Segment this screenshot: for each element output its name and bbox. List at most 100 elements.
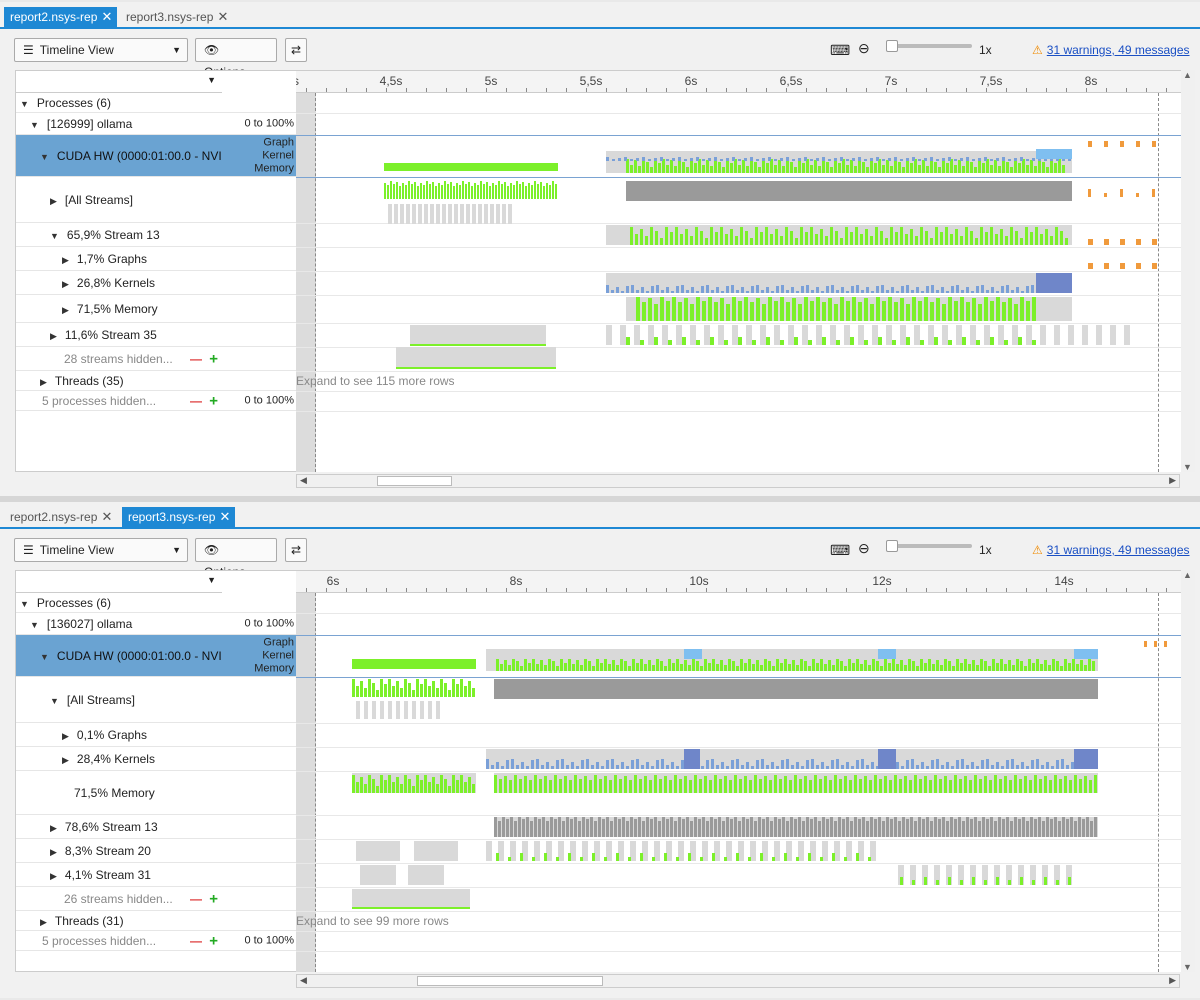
tree-row[interactable]: ▶ 26,8% Kernels xyxy=(16,271,222,295)
tab-report2[interactable]: report2.nsys-rep ✕ xyxy=(4,507,118,527)
close-icon[interactable]: ✕ xyxy=(101,509,113,524)
expand-down-icon[interactable]: ▼ xyxy=(20,598,29,609)
scroll-down-icon[interactable]: ▼ xyxy=(1183,462,1192,472)
timeline-canvas[interactable]: 6s 8s 10s 12s 14s Expand to see 99 more rows xyxy=(296,570,1194,972)
scroll-left-icon[interactable]: ◀ xyxy=(300,975,307,985)
zoom-out-icon[interactable]: ⊖ xyxy=(858,540,870,556)
zoom-slider[interactable] xyxy=(886,40,972,52)
tree-row[interactable]: ▼ Processes (6) xyxy=(16,593,222,613)
horizontal-scrollbar[interactable]: ◀ ▶ xyxy=(296,974,1180,988)
warnings-link[interactable]: ⚠ 31 warnings, 49 messages xyxy=(1032,543,1190,557)
swap-button[interactable]: ⇄ xyxy=(285,38,307,62)
expand-down-icon[interactable]: ▼ xyxy=(40,151,49,162)
tab-report3[interactable]: report3.nsys-rep ✕ xyxy=(122,507,236,527)
scrollbar-thumb[interactable] xyxy=(377,476,452,486)
tree-row[interactable]: 71,5% Memory xyxy=(16,771,222,815)
expand-rows-note[interactable]: Expand to see 115 more rows xyxy=(296,374,455,388)
tree-row[interactable]: ▼ CUDA HW (0000:01:00.0 - NVID xyxy=(16,135,222,177)
expand-right-icon[interactable]: ▶ xyxy=(50,822,57,833)
scroll-left-icon[interactable]: ◀ xyxy=(300,475,307,485)
vertical-scrollbar[interactable]: ▲ ▼ xyxy=(1181,570,1195,972)
tree-row[interactable]: ▼ CUDA HW (0000:01:00.0 - NVID xyxy=(16,635,222,677)
scrollbar-thumb[interactable] xyxy=(417,976,603,986)
tree-row[interactable]: ▶ [All Streams] xyxy=(16,177,222,223)
zoom-slider-handle[interactable] xyxy=(886,540,898,552)
expand-down-icon[interactable]: ▼ xyxy=(40,651,49,662)
expand-down-icon[interactable]: ▼ xyxy=(50,695,59,706)
expand-right-icon[interactable]: ▶ xyxy=(62,304,69,315)
tab-report2[interactable]: report2.nsys-rep ✕ xyxy=(4,7,118,27)
options-button[interactable]: 👁Options... xyxy=(195,38,277,79)
add-icon[interactable]: + xyxy=(209,932,218,949)
tree-row[interactable]: ▶ 8,3% Stream 20 xyxy=(16,839,222,863)
tree-row[interactable]: ▼ [126999] ollama xyxy=(16,113,222,135)
close-icon[interactable]: ✕ xyxy=(101,9,113,24)
add-icon[interactable]: + xyxy=(209,890,218,907)
add-icon[interactable]: + xyxy=(209,350,218,367)
options-button[interactable]: 👁Options... xyxy=(195,538,277,579)
expand-right-icon[interactable]: ▶ xyxy=(62,730,69,741)
scroll-up-icon[interactable]: ▲ xyxy=(1183,570,1192,580)
tree-row[interactable]: ▶ 28,4% Kernels xyxy=(16,747,222,771)
time-axis[interactable]: 6s 8s 10s 12s 14s xyxy=(296,571,1194,593)
expand-down-icon[interactable]: ▼ xyxy=(30,119,39,130)
pane-splitter[interactable] xyxy=(0,496,1200,502)
horizontal-scrollbar[interactable]: ◀ ▶ xyxy=(296,474,1180,488)
remove-icon[interactable]: — xyxy=(190,393,202,408)
expand-right-icon[interactable]: ▶ xyxy=(50,870,57,881)
zoom-out-icon[interactable]: ⊖ xyxy=(858,40,870,56)
remove-icon[interactable]: — xyxy=(190,933,202,948)
scroll-right-icon[interactable]: ▶ xyxy=(1169,975,1176,985)
expand-down-icon[interactable]: ▼ xyxy=(30,619,39,630)
keyboard-icon[interactable]: ⌨ xyxy=(830,542,851,558)
tree-row[interactable]: 5 processes hidden... — + xyxy=(16,391,222,411)
tree-row[interactable]: ▼ Processes (6) xyxy=(16,93,222,113)
expand-right-icon[interactable]: ▶ xyxy=(40,916,47,927)
add-icon[interactable]: + xyxy=(209,392,218,409)
close-icon[interactable]: ✕ xyxy=(219,509,231,524)
expand-down-icon[interactable]: ▼ xyxy=(50,230,59,241)
expand-down-icon[interactable]: ▼ xyxy=(20,98,29,109)
tree-row[interactable]: ▶ 1,7% Graphs xyxy=(16,247,222,271)
scroll-up-icon[interactable]: ▲ xyxy=(1183,70,1192,80)
expand-right-icon[interactable]: ▶ xyxy=(50,330,57,341)
tree-row[interactable]: ▼ [136027] ollama xyxy=(16,613,222,635)
zoom-slider[interactable] xyxy=(886,540,972,552)
expand-right-icon[interactable]: ▶ xyxy=(62,754,69,765)
tree-row[interactable]: ▶ 71,5% Memory xyxy=(16,295,222,323)
expand-right-icon[interactable]: ▶ xyxy=(62,278,69,289)
expand-rows-note[interactable]: Expand to see 99 more rows xyxy=(296,914,449,928)
expand-right-icon[interactable]: ▶ xyxy=(50,846,57,857)
vertical-scrollbar[interactable]: ▲ ▼ xyxy=(1181,70,1195,472)
remove-icon[interactable]: — xyxy=(190,891,202,906)
tree-row[interactable]: ▶ 0,1% Graphs xyxy=(16,723,222,747)
tree-row[interactable]: 28 streams hidden... — + xyxy=(16,347,222,371)
keyboard-icon[interactable]: ⌨ xyxy=(830,42,851,58)
chevron-down-icon[interactable]: ▼ xyxy=(207,75,216,85)
view-select[interactable]: ☰ Timeline View ▼ xyxy=(14,538,188,562)
tree-row[interactable]: ▼ 65,9% Stream 13 xyxy=(16,223,222,247)
tree-row[interactable]: ▶ Threads (31) xyxy=(16,911,222,931)
tree-row[interactable]: ▶ 78,6% Stream 13 xyxy=(16,815,222,839)
expand-right-icon[interactable]: ▶ xyxy=(40,376,47,387)
expand-right-icon[interactable]: ▶ xyxy=(62,254,69,265)
scroll-down-icon[interactable]: ▼ xyxy=(1183,962,1192,972)
tree-row[interactable]: ▶ 11,6% Stream 35 xyxy=(16,323,222,347)
scroll-right-icon[interactable]: ▶ xyxy=(1169,475,1176,485)
zoom-slider-handle[interactable] xyxy=(886,40,898,52)
tree-row[interactable]: ▼ [All Streams] xyxy=(16,677,222,723)
tree-row[interactable]: 5 processes hidden... — + xyxy=(16,931,222,951)
close-icon[interactable]: ✕ xyxy=(217,9,229,24)
remove-icon[interactable]: — xyxy=(190,351,202,366)
tree-row[interactable]: 26 streams hidden... — + xyxy=(16,887,222,911)
chevron-down-icon[interactable]: ▼ xyxy=(207,575,216,585)
expand-right-icon[interactable]: ▶ xyxy=(50,195,57,206)
tree-row[interactable]: ▶ Threads (35) xyxy=(16,371,222,391)
tree-row[interactable]: ▶ 4,1% Stream 31 xyxy=(16,863,222,887)
tab-report3[interactable]: report3.nsys-rep ✕ xyxy=(120,7,234,27)
view-select[interactable]: ☰ Timeline View ▼ xyxy=(14,38,188,62)
swap-button[interactable]: ⇄ xyxy=(285,538,307,562)
warnings-link[interactable]: ⚠ 31 warnings, 49 messages xyxy=(1032,43,1190,57)
